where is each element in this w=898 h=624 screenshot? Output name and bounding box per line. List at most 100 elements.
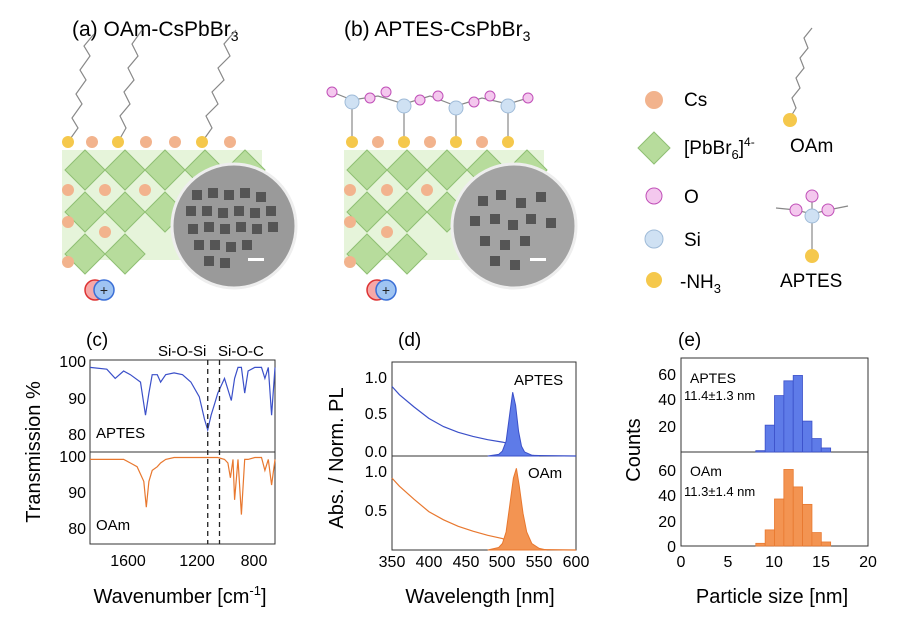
panel-d-label: (d) [398, 330, 421, 351]
panel-e-label: (e) [678, 330, 701, 351]
legend-pbbr6-end: ] [739, 138, 744, 159]
abs-pl-oam-absorbance-line [391, 477, 577, 551]
size-bar-aptes-15 [820, 447, 832, 453]
legend-oam: OAm [790, 136, 833, 157]
nh3-legend-marker [646, 272, 662, 288]
size-ytick-40-bottom: 40 [658, 488, 676, 505]
ftir-ytick-90-bottom: 90 [68, 485, 86, 502]
panel-a-label: (a) [72, 18, 98, 41]
tem-image-a [170, 162, 298, 290]
svg-text:Wavenumber [cm-1]: Wavenumber [cm-1] [93, 583, 266, 608]
structure-legend: Cs [PbBr6]4- O Si -NH3 OAm APTES [637, 27, 849, 296]
panel-b-title-sub: 3 [523, 28, 531, 44]
legend-pbbr6-sub: 6 [732, 147, 739, 162]
abs-pl-aptes-pl-area [487, 392, 540, 457]
abs-pl-xtick-350: 350 [379, 554, 406, 571]
abs-pl-x-ticks: 350 400 450 500 550 600 [379, 554, 590, 571]
ftir-ytick-80-top: 80 [68, 427, 86, 444]
size-bar-oam-11 [783, 469, 794, 547]
size-xtick-5: 5 [724, 554, 733, 571]
size-bar-oam-10 [774, 498, 785, 547]
ftir-xtick-1200: 1200 [179, 553, 215, 570]
size-bar-oam-15 [820, 541, 832, 547]
ftir-xtick-1600: 1600 [110, 553, 146, 570]
size-xtick-20: 20 [859, 554, 877, 571]
ftir-series-label-oam: OAm [96, 517, 130, 534]
pbbr6-legend-marker [637, 131, 671, 165]
svg-text:(b) APTES-CsPbBr3: (b) APTES-CsPbBr3 [344, 18, 531, 44]
size-stat-oam: 11.3±1.4 nm [684, 484, 755, 499]
panel-a: (a) OAm-CsPbBr3 [62, 18, 298, 301]
ftir-ytick-100-top: 100 [59, 354, 86, 371]
si-legend-marker [644, 229, 664, 249]
scale-bar-a [248, 258, 264, 261]
size-xtick-10: 10 [765, 554, 783, 571]
size-bar-aptes-12 [792, 375, 803, 453]
ftir-series-label-aptes: APTES [96, 425, 145, 442]
legend-si: Si [684, 230, 701, 251]
legend-o: O [684, 187, 699, 208]
abs-pl-xtick-500: 500 [489, 554, 516, 571]
abs-pl-oam-pl-area [487, 468, 547, 551]
size-series-label-oam: OAm [690, 463, 722, 479]
ftir-plot-area [89, 360, 276, 544]
size-bar-aptes-14 [811, 438, 822, 453]
abs-pl-series-label-oam: OAm [528, 465, 562, 482]
size-bar-oam-14 [811, 532, 822, 547]
panel-a-title: OAm-CsPbBr [104, 18, 231, 41]
size-bar-aptes-9 [764, 424, 775, 453]
size-bar-aptes-8 [755, 450, 766, 453]
o-legend-marker [645, 187, 663, 205]
aptes-si-atoms [344, 94, 516, 116]
size-plot-area [755, 375, 832, 547]
abs-pl-bottom-frame [391, 455, 577, 551]
abs-pl-ytick-1-bottom: 1.0 [365, 464, 387, 481]
ftir-x-ticks: 1600 1200 800 [110, 553, 267, 570]
size-bar-aptes-11 [783, 380, 794, 453]
surface-amines-a [62, 136, 208, 148]
abs-pl-xtick-600: 600 [563, 554, 590, 571]
dipole-icon-a: + [84, 279, 115, 301]
ftir-x-axis-label: Wavenumber [cm [93, 586, 249, 608]
ftir-ytick-80-bottom: 80 [68, 521, 86, 538]
size-stat-aptes: 11.4±1.3 nm [684, 388, 755, 403]
ftir-annotation-si-o-c: Si-O-C [218, 343, 264, 360]
abs-pl-aptes-absorbance-line [391, 386, 577, 457]
svg-text:+: + [100, 282, 108, 298]
aptes-o-atoms [326, 86, 534, 108]
panel-d: (d) Abs. / Norm. PL Wavelength [nm] 1.0 … [326, 330, 589, 608]
size-y-axis-label: Counts [623, 418, 645, 481]
abs-pl-xtick-450: 450 [453, 554, 480, 571]
abs-pl-y-ticks-top: 1.0 0.5 0.0 [365, 370, 387, 461]
panel-c: (c) Si-O-Si Si-O-C Transmission % Wavenu… [23, 330, 276, 608]
size-ytick-60-top: 60 [658, 367, 676, 384]
ftir-x-axis-label-sup: -1 [249, 583, 261, 598]
ftir-annotation-si-o-si: Si-O-Si [158, 343, 206, 360]
size-bar-aptes-10 [774, 395, 785, 453]
panel-b-title: APTES-CsPbBr [374, 18, 522, 41]
svg-text:[PbBr6]4-: [PbBr6]4- [684, 135, 755, 162]
ftir-y-axis-label: Transmission % [23, 381, 45, 523]
size-y-ticks-top: 60 40 20 [658, 367, 676, 436]
scale-bar-b [530, 258, 546, 261]
panel-b: (b) APTES-CsPbBr3 [326, 18, 578, 301]
legend-cs: Cs [684, 90, 707, 111]
abs-pl-x-axis-label: Wavelength [nm] [405, 586, 554, 608]
cs-atoms-a [62, 136, 236, 268]
ftir-line-aptes [89, 366, 276, 433]
legend-nh3: -NH [680, 272, 714, 293]
size-bar-aptes-13 [802, 420, 813, 453]
size-y-ticks-bottom: 60 40 20 0 [658, 463, 676, 556]
size-series-label-aptes: APTES [690, 370, 736, 386]
legend-aptes: APTES [780, 271, 842, 292]
panel-b-label: (b) [344, 18, 370, 41]
abs-pl-series-label-aptes: APTES [514, 372, 563, 389]
size-bar-oam-8 [755, 542, 766, 547]
oam-ligand-chains [67, 29, 237, 143]
aptes-legend-molecule [775, 189, 849, 263]
ftir-x-axis-label-end: ] [261, 586, 267, 608]
size-ytick-20-bottom: 20 [658, 514, 676, 531]
ftir-y-ticks-bottom: 100 90 80 [59, 449, 86, 538]
legend-pbbr6-sup: 4- [744, 135, 755, 149]
